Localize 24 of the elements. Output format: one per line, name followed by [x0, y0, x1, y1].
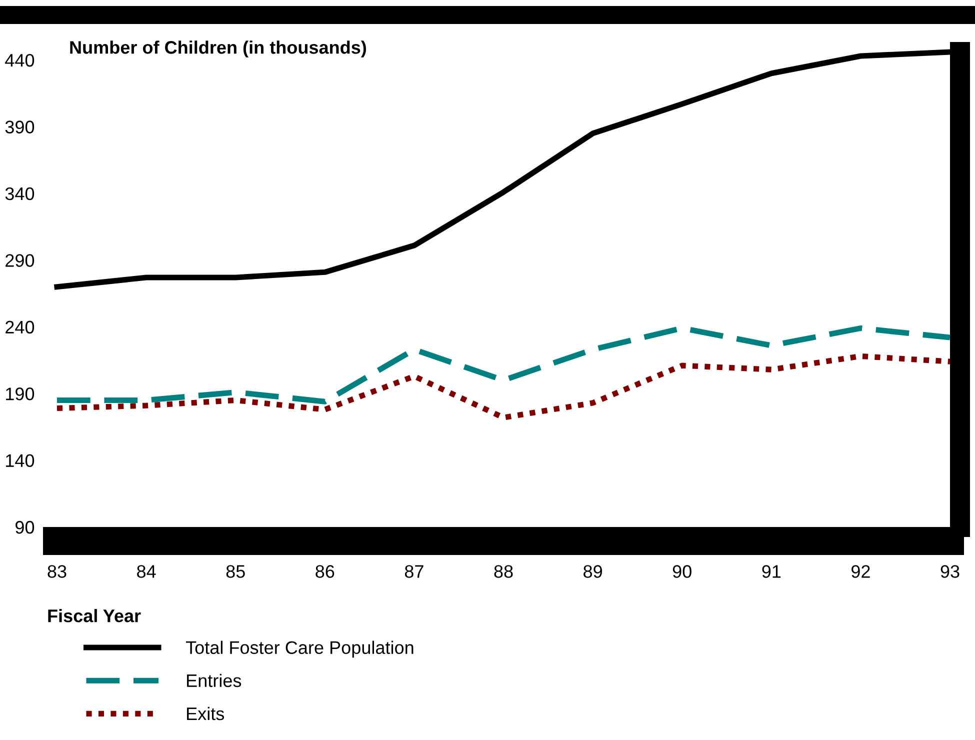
- legend-label: Total Foster Care Population: [186, 640, 414, 658]
- x-tick-label: 91: [762, 565, 781, 578]
- y-tick-label: 340: [5, 187, 34, 200]
- x-tick-label: 83: [48, 565, 66, 578]
- legend-label: Exits: [187, 706, 224, 720]
- x-tick-label: 84: [137, 565, 156, 578]
- x-tick-label: 93: [940, 565, 960, 578]
- legend-label: Entries: [187, 674, 242, 688]
- x-tick-label: 89: [584, 565, 602, 578]
- x-axis-title: Fiscal Year: [48, 609, 141, 622]
- x-tick-label: 92: [852, 565, 870, 578]
- y-tick-label: 440: [5, 54, 34, 67]
- y-tick-label: 90: [16, 520, 34, 534]
- y-tick-label: 190: [6, 388, 34, 400]
- x-tick-label: 90: [672, 565, 692, 578]
- y-tick-label: 140: [6, 454, 34, 468]
- y-tick-label: 290: [6, 254, 34, 267]
- y-tick-label: 240: [6, 320, 34, 334]
- x-tick-label: 86: [316, 565, 334, 578]
- x-tick-label: 88: [494, 565, 513, 578]
- x-tick-label: 87: [404, 565, 424, 578]
- x-tick-label: 85: [226, 565, 245, 578]
- y-tick-label: 390: [5, 120, 34, 134]
- y-axis-title: Number of Children (in thousands): [70, 40, 366, 58]
